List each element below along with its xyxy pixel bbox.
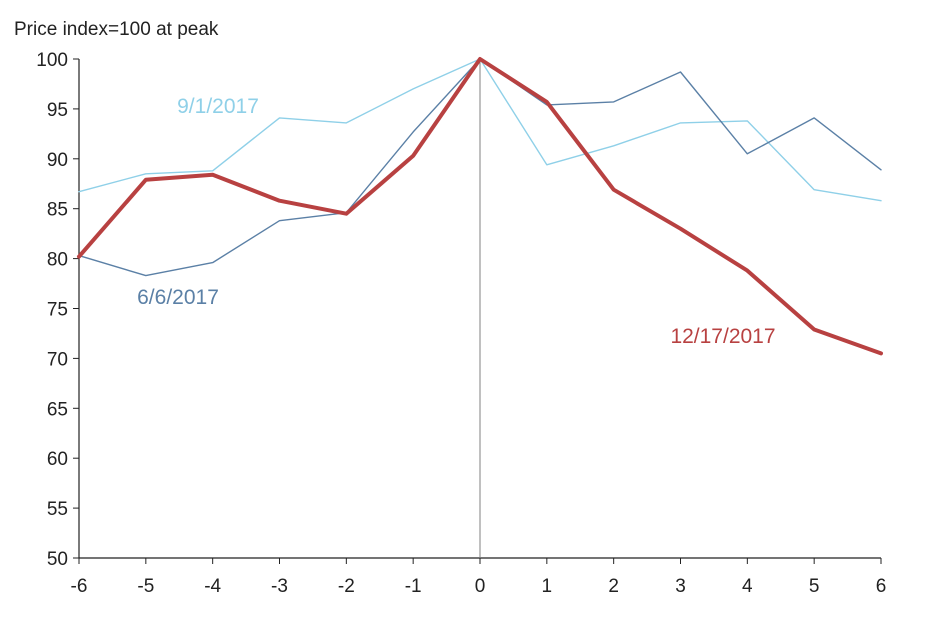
y-tick-label: 50 bbox=[47, 549, 68, 570]
x-tick-label: 1 bbox=[542, 576, 553, 597]
series-label-2: 6/6/2017 bbox=[137, 286, 219, 309]
y-tick-label: 55 bbox=[47, 499, 68, 520]
x-tick-label: 2 bbox=[608, 576, 619, 597]
series-labels: 9/1/2017 6/6/2017 12/17/2017 bbox=[137, 95, 775, 348]
y-tick-label: 60 bbox=[47, 449, 68, 470]
x-tick-label: 6 bbox=[876, 576, 887, 597]
x-tick-label: -3 bbox=[271, 576, 288, 597]
x-tick-label: -6 bbox=[71, 576, 88, 597]
series-layer bbox=[77, 57, 883, 356]
y-axis-title: Price index=100 at peak bbox=[14, 19, 219, 40]
y-tick-label: 85 bbox=[47, 200, 68, 221]
series-line-3 bbox=[77, 57, 883, 356]
series-label-1: 9/1/2017 bbox=[177, 95, 259, 118]
x-tick-label: -2 bbox=[338, 576, 355, 597]
y-tick-label: 75 bbox=[47, 300, 68, 321]
x-tick-label: -5 bbox=[137, 576, 154, 597]
x-tick-label: 3 bbox=[675, 576, 686, 597]
y-tick-label: 70 bbox=[47, 349, 68, 370]
x-tick-label: -1 bbox=[405, 576, 422, 597]
x-tick-label: 5 bbox=[809, 576, 820, 597]
y-tick-label: 100 bbox=[36, 50, 68, 71]
y-tick-label: 65 bbox=[47, 399, 68, 420]
series-label-3: 12/17/2017 bbox=[670, 325, 775, 348]
y-tick-label: 80 bbox=[47, 250, 68, 271]
y-tick-label: 95 bbox=[47, 100, 68, 121]
x-tick-label: 4 bbox=[742, 576, 753, 597]
y-tick-label: 90 bbox=[47, 150, 68, 171]
x-tick-label: 0 bbox=[475, 576, 486, 597]
x-tick-label: -4 bbox=[204, 576, 221, 597]
